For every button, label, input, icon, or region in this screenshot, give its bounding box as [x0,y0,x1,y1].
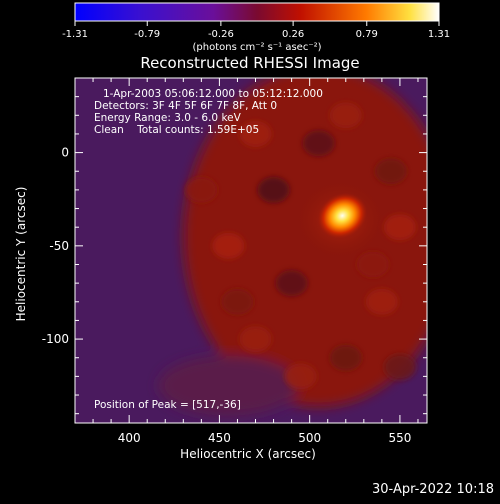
peak-source [317,192,368,239]
axis-ticks: 400 450 500 550 0 -50 -100 [42,78,427,445]
y-tick-label: -50 [49,239,69,253]
emission-mottle [185,102,416,390]
annotation-clean-counts: Clean Total counts: 1.59E+05 [94,124,260,136]
y-axis-label: Heliocentric Y (arcsec) [14,187,28,322]
colorbar-tick-label: -0.26 [208,29,234,40]
colorbar-tick-label: 0.79 [356,29,378,40]
chart-title: Reconstructed RHESSI Image [140,54,359,72]
emission-blob [239,326,272,353]
colorbar-tick-label: -0.79 [134,29,160,40]
emission-blob [365,288,398,315]
emission-blob [275,270,308,297]
emission-blob [185,176,218,203]
x-tick-label: 400 [118,431,141,445]
colorbar [74,2,440,22]
annotation-energy-range: Energy Range: 3.0 - 6.0 keV [94,112,241,124]
emission-blob [257,176,290,203]
x-axis-label: Heliocentric X (arcsec) [180,447,316,461]
emission-blob [383,354,416,381]
colorbar-tick-label: 1.31 [428,29,450,40]
emission-blob [221,288,254,315]
emission-blob [356,251,389,278]
emission-blob [329,344,362,371]
y-tick-label: 0 [61,146,69,160]
emission-blob [329,102,362,129]
emission-blob [284,363,317,390]
y-tick-label: -100 [42,332,69,346]
plot-frame [74,77,428,424]
emission-blob [374,158,407,185]
colorbar-unit-label: (photons cm⁻² s⁻¹ asec⁻²) [192,42,321,53]
emission-blob [302,130,335,157]
colorbar-tick-label: 0.26 [282,29,304,40]
peak-position-label: Position of Peak = [517,-36] [94,399,241,411]
footer-timestamp: 30-Apr-2022 10:18 [372,482,494,497]
colorbar-ticks: -1.31 -0.79 -0.26 0.26 0.79 1.31 [62,21,450,40]
annotation-detectors: Detectors: 3F 4F 5F 6F 7F 8F, Att 0 [94,100,278,112]
emission-blob [212,232,245,259]
emission-blob [383,214,416,241]
annotation-time-range: 1-Apr-2003 05:06:12.000 to 05:12:12.000 [103,88,323,100]
colorbar-tick-label: -1.31 [62,29,88,40]
emission-edge [158,355,299,416]
emission-blob [239,120,272,147]
x-tick-label: 500 [298,431,321,445]
x-tick-label: 550 [388,431,411,445]
x-tick-label: 450 [208,431,231,445]
heatmap-image [75,78,427,423]
